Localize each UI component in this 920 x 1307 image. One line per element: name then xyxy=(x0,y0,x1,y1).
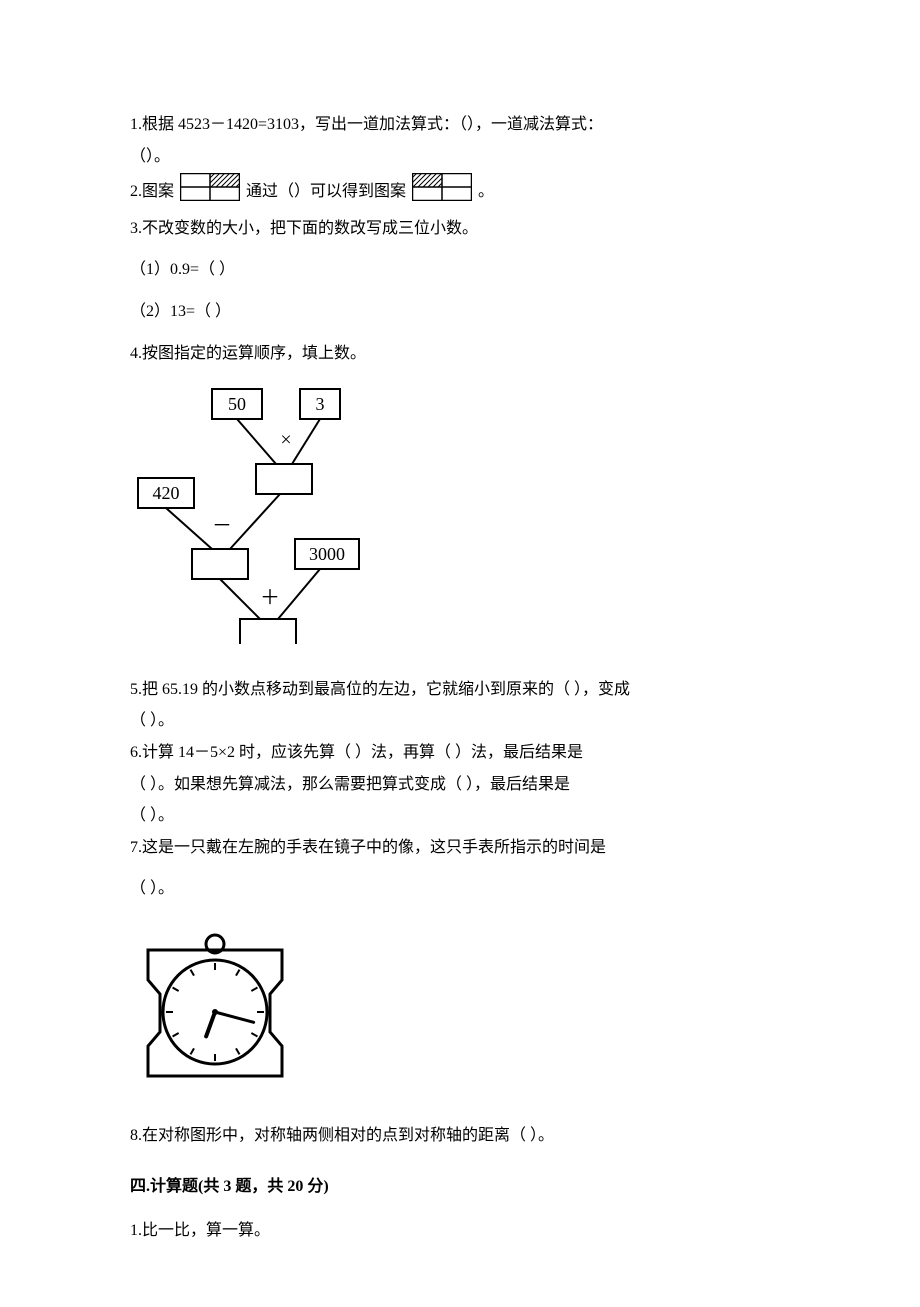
question-6-line3: （ ）。 xyxy=(130,801,790,831)
q3-sub1: （1）0.9=（ ） xyxy=(130,255,790,285)
question-5: 5.把 65.19 的小数点移动到最高位的左边，它就缩小到原来的（ ），变成 xyxy=(130,675,790,705)
svg-text:50: 50 xyxy=(228,394,246,414)
svg-text:3: 3 xyxy=(316,394,325,414)
pattern-a-icon xyxy=(180,173,240,212)
q1-text-b: ），一道减法算式： xyxy=(467,116,603,133)
q1-l2-a: （ xyxy=(130,148,146,165)
q3-sub2: （2）13=（ ） xyxy=(130,297,790,327)
question-1-line2: （ ）。 xyxy=(130,142,790,172)
q5-l2: （ ）。 xyxy=(130,712,174,729)
q2-b: 通过（ xyxy=(246,183,294,200)
svg-text:－: － xyxy=(212,515,232,537)
question-5-line2: （ ）。 xyxy=(130,706,790,736)
q4-diagram: 50 3 420 3000 × － ＋ xyxy=(130,384,790,655)
pattern-b-icon xyxy=(412,173,472,212)
question-1: 1.根据 4523－1420=3103，写出一道加法算式：（ ），一道减法算式： xyxy=(130,110,790,140)
question-3: 3.不改变数的大小，把下面的数改写成三位小数。 xyxy=(130,214,790,244)
q7-l1: 7.这是一只戴在左腕的手表在镜子中的像，这只手表所指示的时间是 xyxy=(130,839,606,856)
question-6-line2: （ ）。如果想先算减法，那么需要把算式变成（ ），最后结果是 xyxy=(130,770,790,800)
question-2: 2.图案 通过（ ）可以得到图案 xyxy=(130,173,790,212)
question-7: 7.这是一只戴在左腕的手表在镜子中的像，这只手表所指示的时间是 xyxy=(130,833,790,863)
question-7-line2: （ ）。 xyxy=(130,874,790,904)
q3-line: 3.不改变数的大小，把下面的数改写成三位小数。 xyxy=(130,220,478,237)
question-8: 8.在对称图形中，对称轴两侧相对的点到对称轴的距离（ ）。 xyxy=(130,1121,790,1151)
q1-l2-b: ）。 xyxy=(146,148,170,165)
question-6: 6.计算 14－5×2 时，应该先算（ ）法，再算（ ）法，最后结果是 xyxy=(130,738,790,768)
section4-q1: 1.比一比，算一算。 xyxy=(130,1216,790,1246)
q6-l1: 6.计算 14－5×2 时，应该先算（ ）法，再算（ ）法，最后结果是 xyxy=(130,744,583,761)
svg-text:＋: ＋ xyxy=(260,587,280,609)
question-4: 4.按图指定的运算顺序，填上数。 xyxy=(130,339,790,369)
q5-l1: 5.把 65.19 的小数点移动到最高位的左边，它就缩小到原来的（ ），变成 xyxy=(130,681,630,698)
q4-line: 4.按图指定的运算顺序，填上数。 xyxy=(130,345,366,362)
q6-l2: （ ）。如果想先算减法，那么需要把算式变成（ ），最后结果是 xyxy=(130,776,570,793)
q2-d: 。 xyxy=(478,183,494,200)
q7-l2: （ ）。 xyxy=(130,880,174,897)
q2-a: 2.图案 xyxy=(130,183,174,200)
q2-c: ）可以得到图案 xyxy=(294,183,406,200)
svg-text:3000: 3000 xyxy=(309,544,345,564)
svg-text:420: 420 xyxy=(153,483,180,503)
svg-text:×: × xyxy=(280,429,291,451)
q1-text-a: 1.根据 4523－1420=3103，写出一道加法算式：（ xyxy=(130,116,467,133)
q8-line: 8.在对称图形中，对称轴两侧相对的点到对称轴的距离（ ）。 xyxy=(130,1127,554,1144)
q6-l3: （ ）。 xyxy=(130,807,174,824)
section-4-title: 四.计算题(共 3 题，共 20 分) xyxy=(130,1172,790,1202)
q7-clock xyxy=(130,920,790,1101)
